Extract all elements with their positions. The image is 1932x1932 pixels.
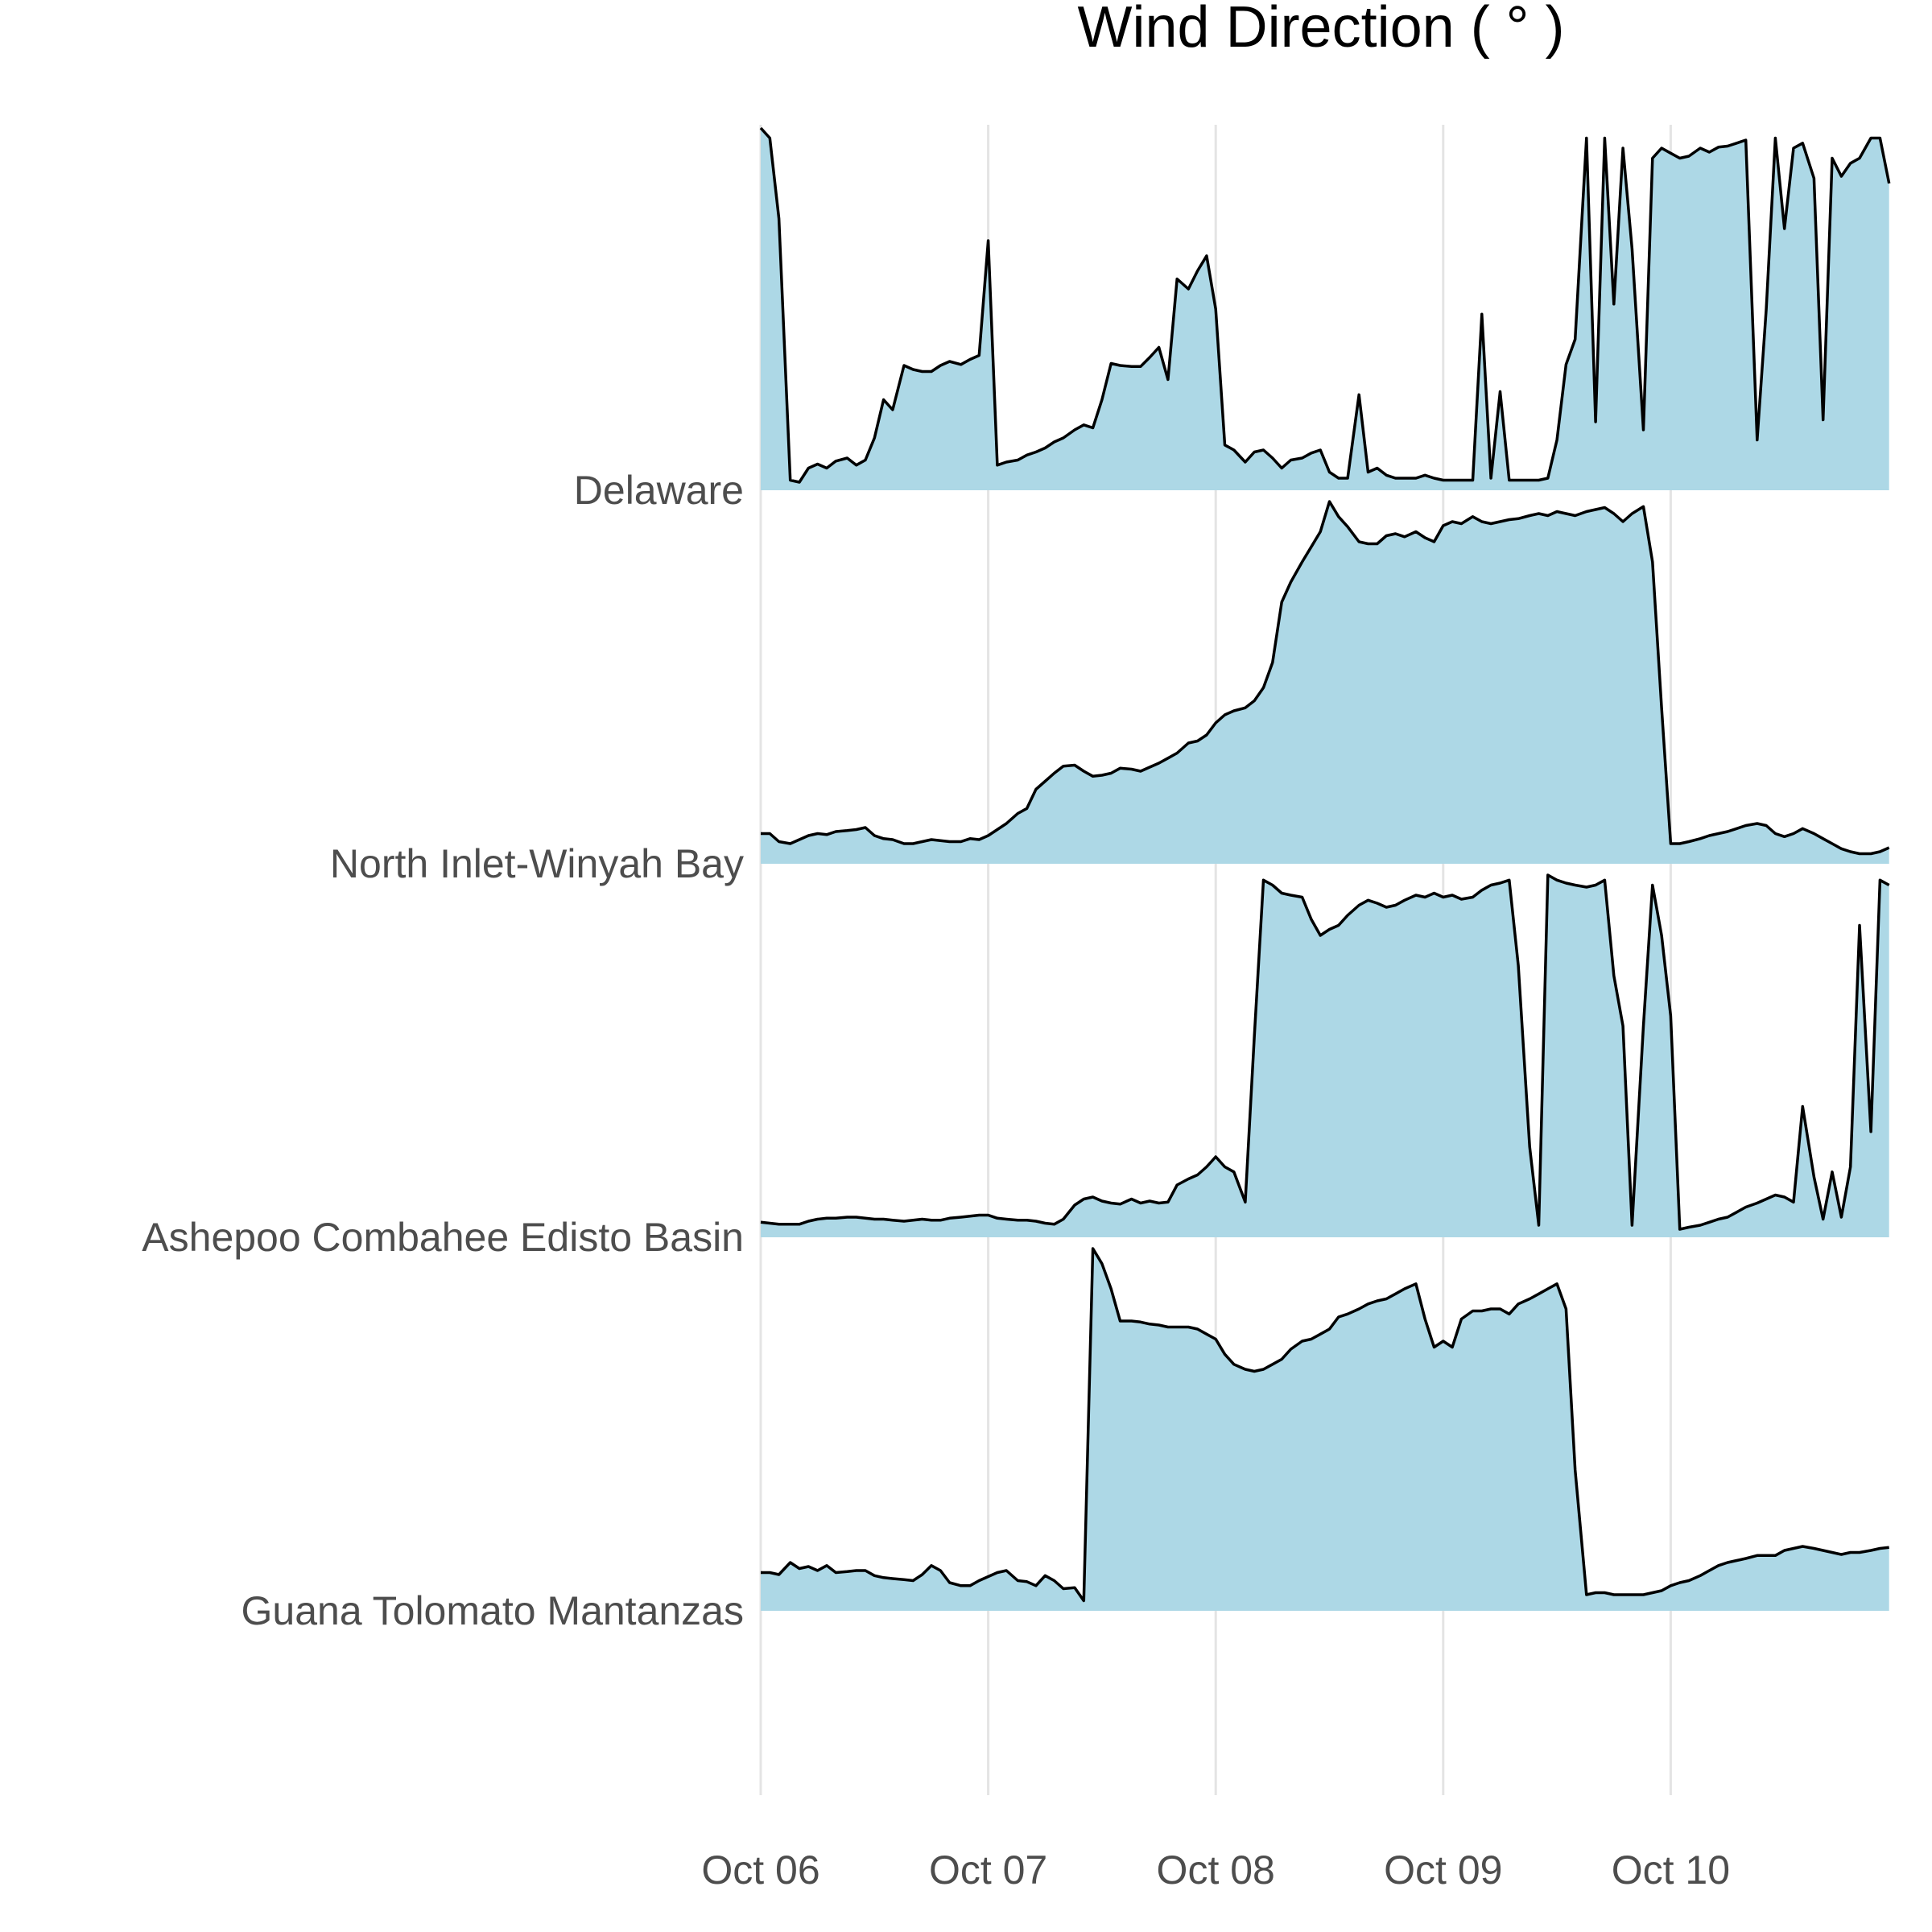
- ridge-area-3: [761, 1249, 1889, 1611]
- x-tick-labels: Oct 06 Oct 07 Oct 08 Oct 09 Oct 10: [701, 1847, 1730, 1893]
- ridge-line-1: [761, 500, 1890, 856]
- ridge-area-0: [761, 128, 1889, 490]
- ridge-2: [760, 873, 1890, 1237]
- x-tick-label-3: Oct 09: [1384, 1847, 1502, 1893]
- site-label-2: Ashepoo Combahee Edisto Basin: [142, 1215, 744, 1260]
- site-labels: Delaware North Inlet-Winyah Bay Ashepoo Co…: [142, 468, 744, 1633]
- x-tick-label-4: Oct 10: [1612, 1847, 1730, 1893]
- ridge-area-2: [761, 875, 1889, 1237]
- ridge-line-3: [761, 1247, 1889, 1603]
- ridges: [759, 126, 1891, 1611]
- ridge-3: [761, 1247, 1889, 1611]
- site-label-1: North Inlet-Winyah Bay: [330, 841, 744, 886]
- ridge-1: [761, 500, 1890, 864]
- x-tick-label-1: Oct 07: [929, 1847, 1047, 1893]
- x-tick-label-2: Oct 08: [1157, 1847, 1275, 1893]
- ridge-line-0: [759, 126, 1891, 484]
- x-tick-label-0: Oct 06: [701, 1847, 819, 1893]
- ridge-line-2: [760, 873, 1890, 1231]
- chart-title: Wind Direction ( ° ): [1078, 0, 1565, 60]
- ridge-area-1: [761, 502, 1889, 864]
- site-label-0: Delaware: [574, 468, 744, 513]
- site-label-3: Guana Tolomato Mantanzas: [242, 1588, 744, 1633]
- ridge-0: [759, 126, 1891, 490]
